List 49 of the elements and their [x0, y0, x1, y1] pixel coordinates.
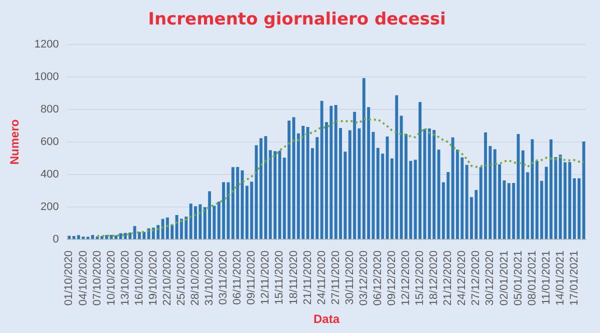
y-tick-label: 200 — [40, 201, 59, 214]
x-tick-label: 27/12/2020 — [470, 250, 482, 306]
x-tick-label: 03/11/2020 — [218, 250, 230, 305]
x-axis-title: Data — [313, 312, 340, 326]
x-tick-label: 13/10/2020 — [119, 250, 132, 306]
line-series — [96, 118, 585, 237]
x-tick-label: 04/10/2020 — [77, 250, 90, 306]
x-tick-label: 14/01/2021 — [554, 250, 566, 306]
x-tick-label: 30/12/2020 — [484, 250, 496, 306]
x-tick-label: 01/10/2020 — [63, 250, 76, 306]
x-tick-label: 30/11/2020 — [344, 250, 356, 305]
x-tick-label: 24/12/2020 — [456, 250, 468, 306]
x-tick-label: 03/12/2020 — [358, 250, 370, 306]
x-tick-label: 15/12/2020 — [414, 250, 426, 306]
bar — [68, 236, 71, 240]
x-tick-label: 09/12/2020 — [386, 250, 398, 306]
x-tick-label: 07/10/2020 — [91, 250, 104, 306]
x-tick-label: 24/11/2020 — [316, 250, 328, 305]
x-tick-label: 10/10/2020 — [105, 250, 118, 306]
x-tick-label: 28/10/2020 — [190, 250, 202, 306]
x-tick-label: 08/01/2021 — [526, 250, 538, 306]
x-tick-label: 12/12/2020 — [400, 250, 412, 306]
y-tick-label: 400 — [40, 168, 59, 181]
x-tick-label: 31/10/2020 — [204, 250, 216, 306]
chart-title: Incremento giornaliero decessi — [148, 10, 446, 30]
y-tick-label: 1000 — [34, 70, 59, 83]
y-tick-label: 1200 — [34, 38, 59, 50]
x-tick-label: 09/11/2020 — [246, 250, 258, 305]
x-tick-label: 15/11/2020 — [274, 250, 286, 305]
x-tick-label: 11/01/2021 — [540, 250, 552, 305]
x-tick-label: 18/11/2020 — [288, 250, 300, 305]
x-tick-label: 06/11/2020 — [232, 250, 244, 305]
x-tick-label: 18/12/2020 — [428, 250, 440, 306]
y-tick-label: 0 — [52, 234, 59, 246]
x-tick-label: 02/01/2021 — [498, 250, 510, 306]
x-tick-label: 21/11/2020 — [302, 250, 314, 305]
x-tick-label: 21/12/2020 — [442, 250, 454, 306]
x-tick-label: 12/11/2020 — [260, 250, 272, 305]
x-tick-label: 16/10/2020 — [133, 250, 146, 306]
x-tick-label: 06/12/2020 — [372, 250, 384, 306]
y-tick-label: 800 — [40, 103, 59, 116]
x-tick-label: 25/10/2020 — [176, 250, 188, 306]
x-tick-label: 22/10/2020 — [161, 250, 174, 306]
x-tick-label: 17/01/2021 — [568, 250, 580, 306]
y-tick-label: 600 — [40, 136, 59, 148]
x-tick-label: 05/01/2021 — [512, 250, 524, 306]
y-axis-title: Numero — [8, 119, 22, 165]
x-tick-label: 19/10/2020 — [147, 250, 160, 306]
x-tick-label: 27/11/2020 — [330, 250, 342, 305]
